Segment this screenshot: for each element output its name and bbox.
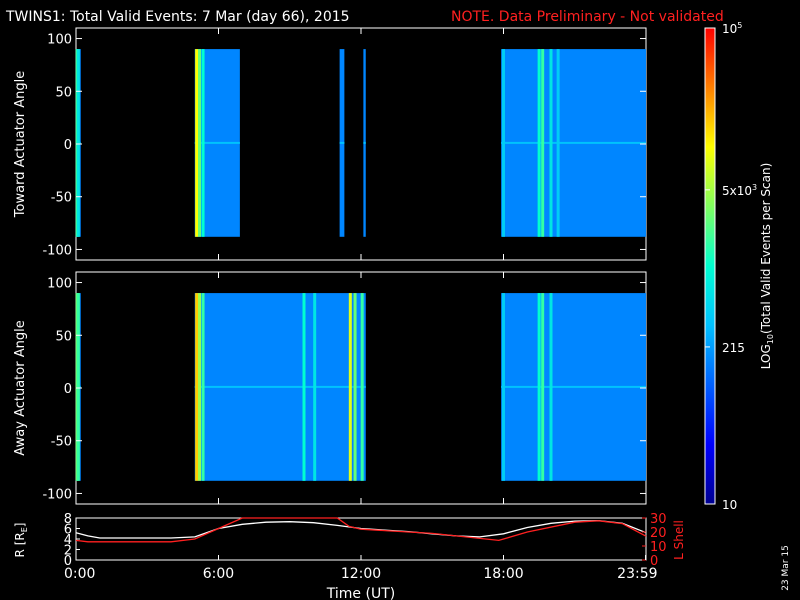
y-tick-label: -50 — [51, 435, 72, 450]
toward-panel: 100 50 0 -50 -100 Toward Actuator Angle — [13, 27, 647, 261]
away-panel: 100 50 0 -50 -100 Away Actuator Angle — [13, 271, 647, 505]
colorbar-ticks: 105 5x103 215 10 — [705, 21, 757, 512]
heatmap-center-band — [501, 141, 646, 144]
heatmap-center-band — [194, 141, 240, 144]
heatmap-streak — [541, 49, 545, 237]
heatmap-streak — [195, 293, 199, 481]
heatmap-streak — [348, 293, 352, 481]
colorbar-tick-label: 10 — [722, 498, 737, 512]
y-tick-label: 50 — [55, 85, 72, 100]
colorbar-tick-label: 105 — [722, 21, 742, 36]
orbit-right-ylabel: L Shell — [672, 520, 686, 560]
orbit-left-ylabel: R [RE] — [13, 523, 29, 558]
x-tick-label: 12:00 — [341, 566, 381, 582]
heatmap-streak — [556, 49, 560, 237]
colorbar-tick-label: 5x103 — [722, 183, 757, 198]
colorbar: 105 5x103 215 10 LOG10(Total Valid Events p… — [704, 21, 775, 512]
heatmap-streak — [201, 293, 205, 481]
x-axis-label: Time (UT) — [326, 586, 395, 600]
heatmap-streak — [549, 49, 553, 237]
orbit-right-tick-label: 30 — [650, 512, 667, 527]
colorbar-scale — [704, 27, 716, 505]
away-y-ticks: 100 50 0 -50 -100 — [42, 272, 647, 504]
x-tick-label: 0:00 — [64, 566, 95, 582]
y-tick-label: 50 — [55, 329, 72, 344]
away-heatmap — [75, 293, 646, 481]
orbit-left-tick-label: 4 — [64, 533, 72, 548]
heatmap-streak — [502, 49, 505, 237]
heatmap-streak — [76, 293, 80, 481]
y-tick-label: -50 — [51, 191, 72, 206]
chart-title: TWINS1: Total Valid Events: 7 Mar (day 6… — [5, 9, 350, 25]
y-tick-label: 0 — [64, 138, 72, 153]
orbit-left-tick-label: 0 — [64, 554, 72, 569]
heatmap-streak — [313, 293, 317, 481]
heatmap-streak — [198, 293, 201, 481]
toward-y-ticks: 100 50 0 -50 -100 — [42, 28, 647, 260]
heatmap-center-band — [194, 385, 366, 388]
heatmap-streak — [502, 293, 505, 481]
toward-heatmap — [75, 49, 646, 237]
x-tick-label: 23:59 — [617, 566, 657, 582]
colorbar-tick-label: 215 — [722, 341, 745, 355]
orbit-left-tick-label: 8 — [64, 512, 72, 527]
heatmap-streak — [541, 293, 545, 481]
orbit-right-tick-label: 20 — [650, 526, 667, 541]
orbit-series-line — [75, 517, 647, 543]
colorbar-label: LOG10(Total Valid Events per Scan) — [759, 163, 775, 370]
heatmap-center-band — [363, 141, 366, 144]
heatmap-streak — [537, 293, 541, 481]
heatmap-streak — [353, 293, 357, 481]
heatmap-center-band — [339, 141, 345, 144]
heatmap-streak — [76, 49, 80, 237]
orbit-frame — [75, 517, 647, 561]
orbit-right-tick-label: 0 — [650, 554, 658, 569]
y-tick-label: -100 — [42, 243, 72, 258]
y-tick-label: 100 — [47, 33, 72, 48]
x-tick-label: 18:00 — [483, 566, 523, 582]
orbit-left-tick-label: 6 — [64, 523, 72, 538]
heatmap-streak — [360, 293, 364, 481]
heatmap-streak — [302, 293, 306, 481]
toward-ylabel: Toward Actuator Angle — [13, 71, 28, 218]
heatmap-streak — [201, 49, 205, 237]
y-tick-label: 100 — [47, 277, 72, 292]
orbit-right-tick-label: 10 — [650, 540, 667, 555]
heatmap-streak — [195, 49, 199, 237]
date-stamp: 23 Mar 15 — [781, 545, 791, 591]
heatmap-streak — [549, 293, 553, 481]
preliminary-note: NOTE. Data Preliminary - Not validated — [451, 9, 724, 25]
away-ylabel: Away Actuator Angle — [13, 320, 28, 455]
heatmap-streak — [537, 49, 541, 237]
orbit-lines — [75, 517, 647, 543]
heatmap-center-band — [501, 385, 646, 388]
orbit-left-tick-label: 2 — [64, 544, 72, 559]
y-tick-label: -100 — [42, 487, 72, 502]
heatmap-streak — [198, 49, 201, 237]
x-tick-label: 6:00 — [203, 566, 234, 582]
y-tick-label: 0 — [64, 382, 72, 397]
